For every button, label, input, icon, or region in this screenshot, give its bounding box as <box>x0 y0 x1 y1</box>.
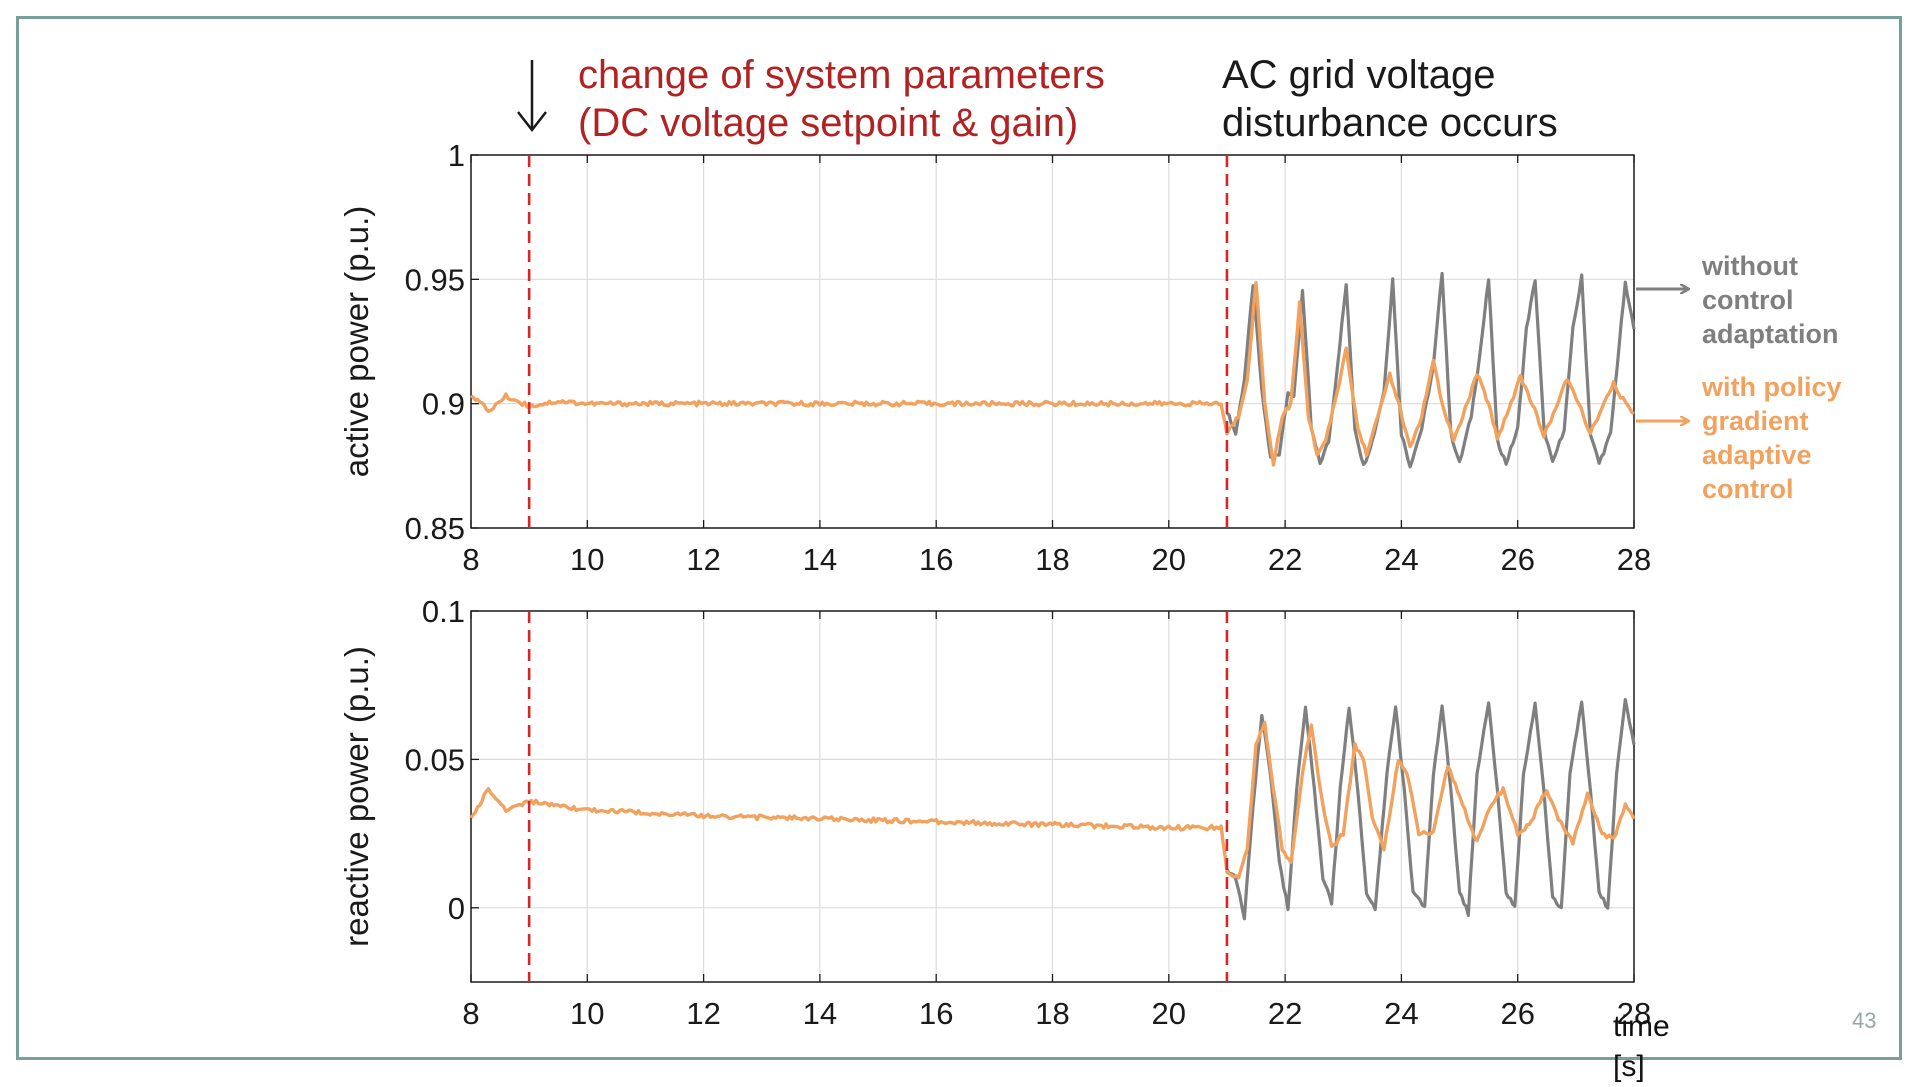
x-tick-label: 26 <box>1500 542 1534 577</box>
y-tick-label: 0 <box>448 891 465 926</box>
param-change-annotation: change of system parameters (DC voltage … <box>578 51 1105 147</box>
y-axis-label: active power (p.u.) <box>338 206 375 477</box>
x-tick-label: 10 <box>570 996 604 1031</box>
param-change-arrow <box>517 60 547 133</box>
x-tick-label: 8 <box>462 996 479 1031</box>
chart-0: 8 10 12 14 16 18 20 22 24 26 28 0.85 0.9 0.95 1 active … <box>338 138 1651 577</box>
x-tick-label: 24 <box>1384 996 1418 1031</box>
x-tick-label: 14 <box>803 996 837 1031</box>
y-tick-label: 0.85 <box>405 511 465 546</box>
param-change-line-1: change of system parameters <box>578 53 1105 97</box>
time-axis-label: time [s] <box>1613 1010 1670 1083</box>
x-tick-label: 8 <box>462 542 479 577</box>
grid-disturbance-line-1: AC grid voltage <box>1222 53 1496 97</box>
x-tick-label: 18 <box>1035 996 1069 1031</box>
x-tick-label: 26 <box>1500 996 1534 1031</box>
grid-disturbance-annotation: AC grid voltage disturbance occurs <box>1222 51 1558 147</box>
y-tick-label: 1 <box>448 138 465 173</box>
page-number: 43 <box>1852 1008 1877 1033</box>
x-tick-label: 16 <box>919 542 953 577</box>
x-tick-label: 22 <box>1268 542 1302 577</box>
x-tick-label: 28 <box>1617 542 1651 577</box>
legend-with: with policy gradient adaptive control <box>1702 370 1842 506</box>
legend-without-line-1: without <box>1702 251 1798 281</box>
x-tick-label: 12 <box>686 542 720 577</box>
legend-with-line-4: control <box>1702 474 1794 504</box>
legend-with-line-1: with policy <box>1702 372 1842 402</box>
y-tick-label: 0.1 <box>422 594 465 629</box>
x-tick-label: 28 <box>1617 996 1651 1031</box>
legend-without: without control adaptation <box>1702 249 1839 351</box>
y-axis-label: reactive power (p.u.) <box>338 646 375 947</box>
series-with-adaptive-control <box>470 280 1635 467</box>
slide-frame <box>16 16 1902 1060</box>
legend-without-line-3: adaptation <box>1702 319 1839 349</box>
x-tick-label: 24 <box>1384 542 1418 577</box>
y-tick-label: 0.9 <box>422 387 465 422</box>
param-change-line-2: (DC voltage setpoint & gain) <box>578 101 1079 145</box>
x-tick-label: 18 <box>1035 542 1069 577</box>
series-without-adaptation <box>1225 698 1636 921</box>
x-tick-label: 20 <box>1152 996 1186 1031</box>
x-tick-label: 20 <box>1152 542 1186 577</box>
x-tick-label: 10 <box>570 542 604 577</box>
x-tick-label: 22 <box>1268 996 1302 1031</box>
y-tick-label: 0.05 <box>405 742 465 777</box>
legend-without-line-2: control <box>1702 285 1794 315</box>
x-tick-label: 14 <box>803 542 837 577</box>
legend-with-line-3: adaptive <box>1702 440 1812 470</box>
charts-root: 8 10 12 14 16 18 20 22 24 26 28 0.85 0.9 0.95 1 active … <box>338 138 1651 1031</box>
x-tick-label: 16 <box>919 996 953 1031</box>
series-with-adaptive-control <box>469 720 1636 880</box>
grid-disturbance-line-2: disturbance occurs <box>1222 101 1558 145</box>
legend-with-line-2: gradient <box>1702 406 1809 436</box>
y-tick-label: 0.95 <box>405 262 465 297</box>
arrow-head <box>517 111 547 133</box>
chart-1: 8 10 12 14 16 18 20 22 24 26 28 0 0.05 0.1 reactive po… <box>338 594 1651 1031</box>
x-tick-label: 12 <box>686 996 720 1031</box>
